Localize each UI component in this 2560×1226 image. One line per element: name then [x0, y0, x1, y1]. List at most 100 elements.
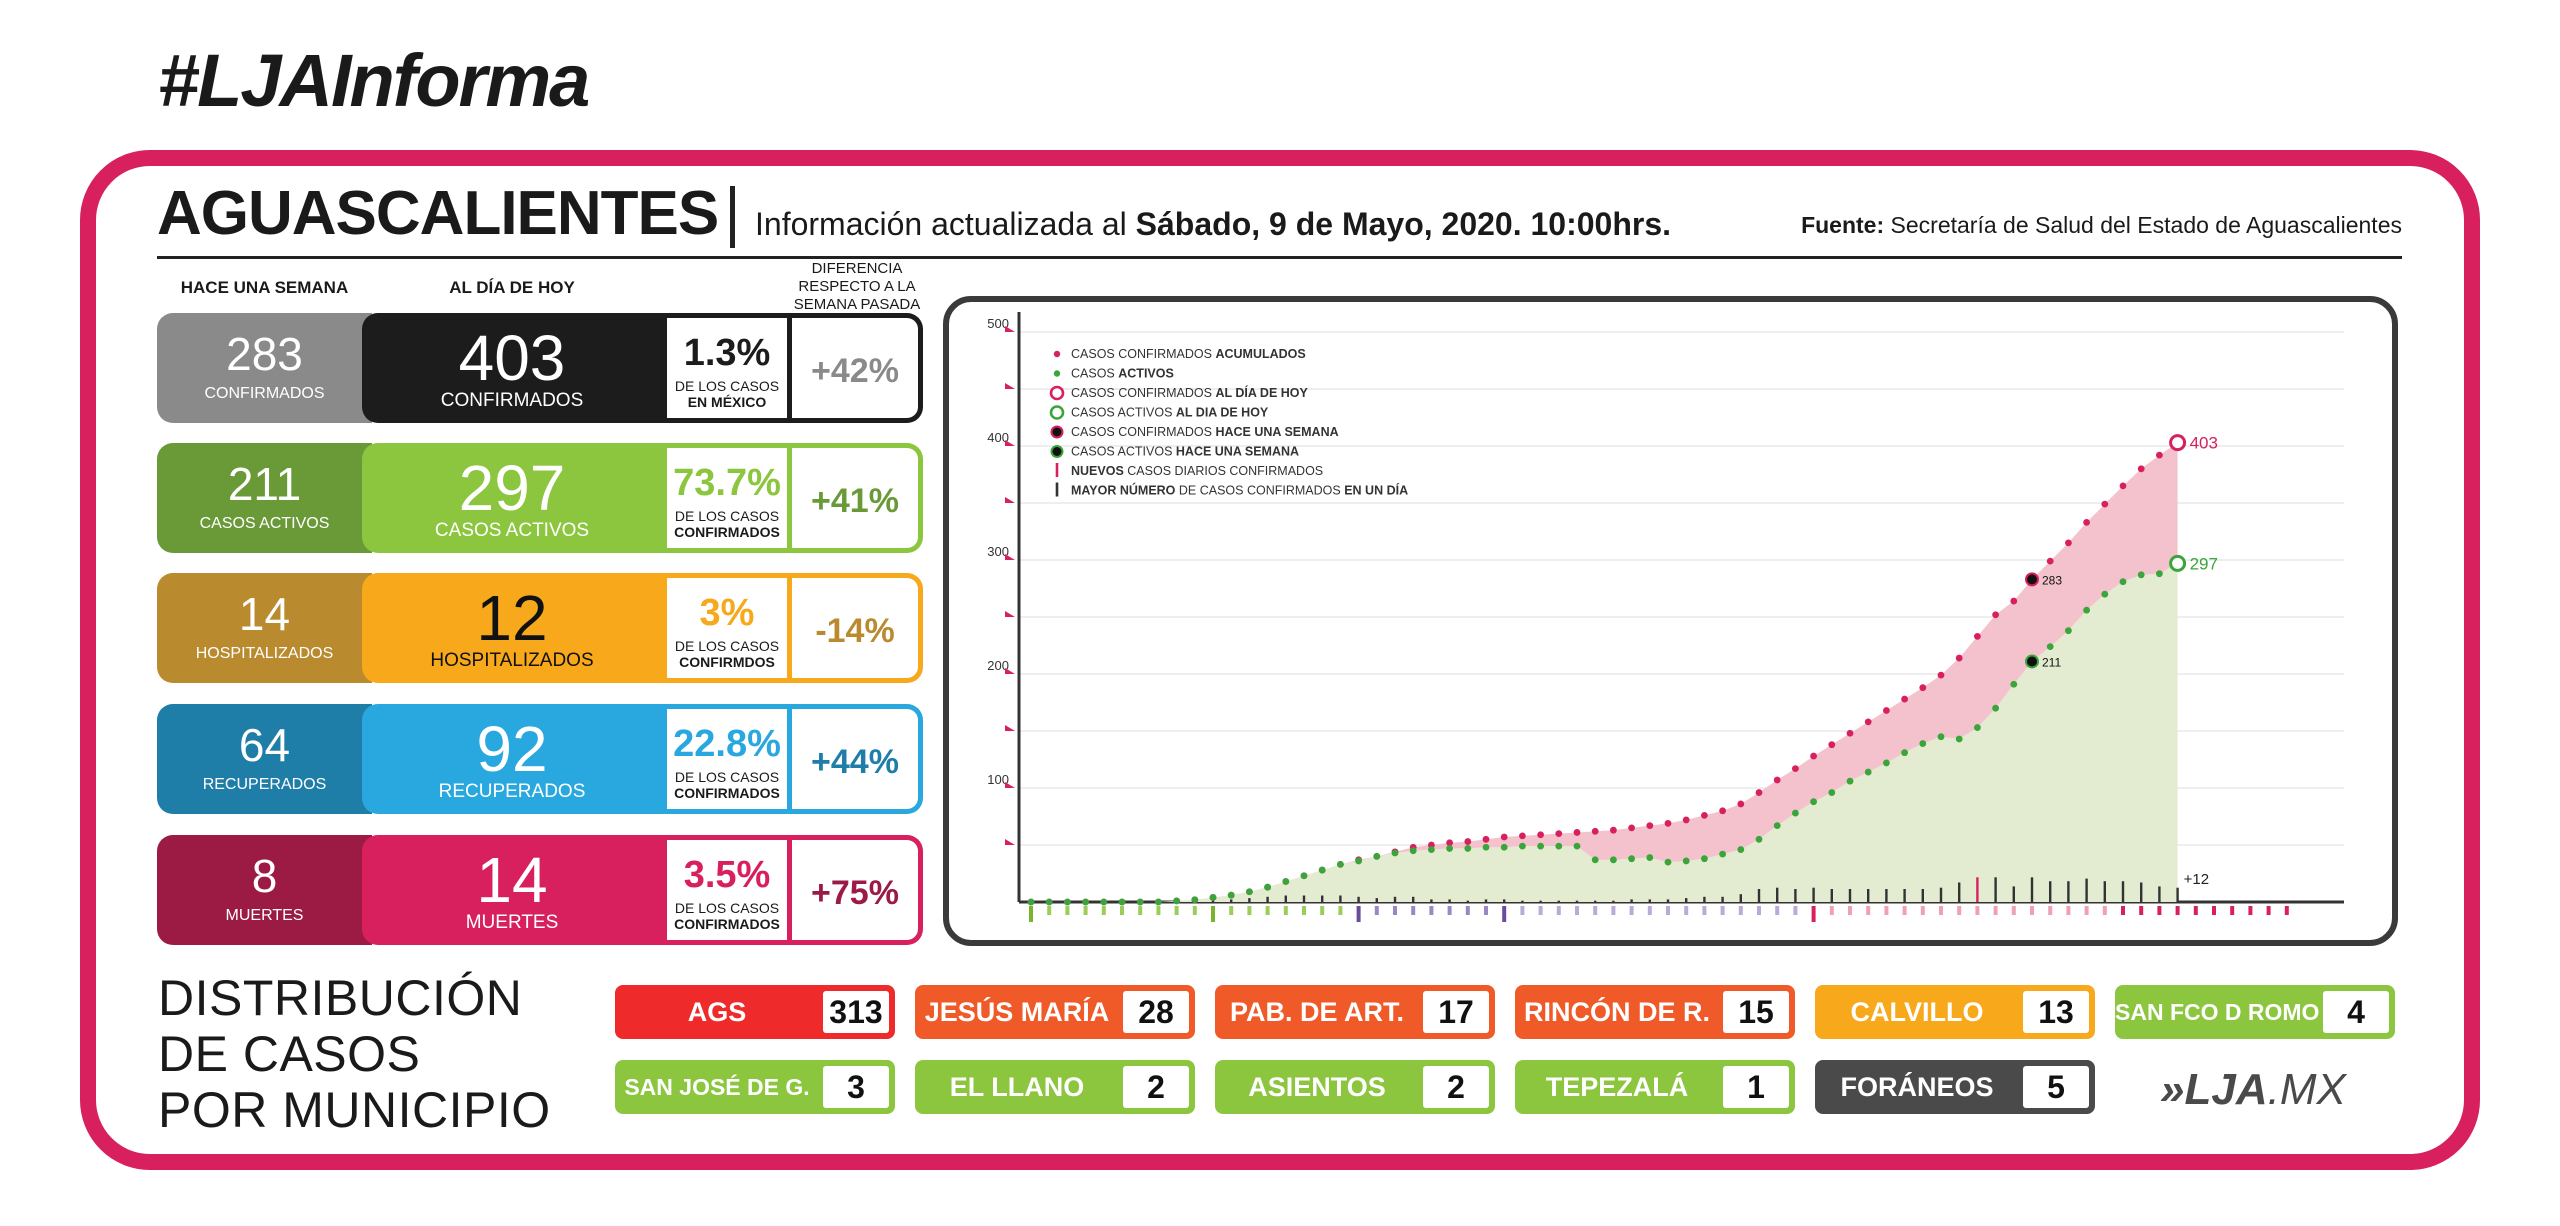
confirmed-point [1919, 684, 1927, 692]
active-point [1792, 809, 1799, 817]
logo-main: LJA [2184, 1065, 2268, 1114]
active-point [1901, 749, 1908, 757]
active-point [2101, 590, 2109, 598]
municipality-name: FORÁNEOS [1840, 1072, 1994, 1102]
active-point [1992, 704, 1999, 712]
municipality-name: SAN FCO D ROMO [2115, 999, 2320, 1025]
confirmed-point [1846, 729, 1854, 737]
active-point [1391, 849, 1399, 857]
municipality-count: 4 [2323, 991, 2389, 1033]
active-point [1318, 866, 1326, 874]
municipality-box: PAB. DE ART. 17 [1215, 985, 1495, 1039]
difference-value: -14% [815, 612, 895, 650]
active-point [1682, 857, 1690, 865]
percentage-label-1: DE LOS CASOS [674, 638, 780, 654]
week-ago-box: 14 HOSPITALIZADOS [157, 573, 372, 683]
logo-suffix: .MX [2267, 1065, 2346, 1114]
confirmed-point [1773, 776, 1781, 784]
municipality-box: EL LLANO 2 [915, 1060, 1195, 1114]
active-point [1555, 842, 1563, 850]
municipality-box: AGS 313 [615, 985, 895, 1039]
today-value: 92 [476, 713, 548, 785]
active-point [1118, 898, 1126, 906]
cases-chart: 100 200 300 400 500 +12 403 297 283 211 CASOS CONF… [987, 312, 2344, 922]
municipality-name: SAN JOSÉ DE G. [624, 1074, 810, 1100]
confirmed-point [1901, 695, 1908, 703]
active-point [1810, 798, 1817, 806]
confirmed-point [1737, 800, 1745, 808]
week-ago-box: 8 MUERTES [157, 835, 372, 945]
stat-row: 14 HOSPITALIZADOS 12 HOSPITALIZADOS 3% DE LOS… [157, 573, 923, 683]
today-label: MUERTES [465, 912, 559, 933]
legend-label: CASOS CONFIRMADOS ACUMULADOS [1071, 347, 1306, 361]
difference-box: +41% [792, 443, 923, 553]
active-point [1100, 898, 1108, 906]
confirmed-point [2046, 557, 2054, 565]
y-tick-marker [1005, 611, 1015, 617]
active-point [1883, 759, 1890, 767]
percentage-label-2: CONFIRMADOS [674, 785, 780, 801]
max-daily-label: +12 [2184, 871, 2209, 888]
legend-black-dot [1050, 425, 1064, 439]
percentage-value: 3% [699, 592, 755, 634]
percentage-label-1: DE LOS CASOS [674, 508, 780, 524]
confirmed-point [2010, 597, 2018, 605]
week-ago-box: 211 CASOS ACTIVOS [157, 443, 372, 553]
active-point [1773, 822, 1781, 830]
distribution-title-line1: DISTRIBUCIÓN [158, 970, 523, 1026]
today-value: 403 [458, 322, 566, 394]
municipality-count: 3 [823, 1066, 889, 1108]
week-ago-label: MUERTES [225, 907, 304, 924]
y-tick-marker [1005, 782, 1015, 788]
week-ago-value: 64 [238, 719, 291, 771]
week-ago-value: 14 [238, 588, 291, 640]
active-point [1082, 898, 1089, 906]
confirmed-point [1992, 611, 1999, 619]
difference-value: +41% [811, 482, 899, 520]
active-point [1828, 789, 1836, 796]
header-separator [730, 186, 735, 248]
confirmed-point [1864, 718, 1872, 726]
source-info: Fuente: Secretaría de Salud del Estado d… [1801, 212, 2402, 239]
municipality-count: 15 [1723, 991, 1789, 1033]
y-tick-label: 500 [987, 316, 1009, 331]
percentage-box: 3.5% DE LOS CASOS CONFIRMADOS [662, 835, 792, 945]
confirmed-point [1719, 807, 1726, 815]
stat-row: 211 CASOS ACTIVOS 297 CASOS ACTIVOS 73.7% DE … [157, 443, 923, 553]
legend-label: CASOS ACTIVOS [1071, 367, 1174, 381]
brand-title: #LJAInforma [158, 39, 590, 122]
column-header-diff-line3: SEMANA PASADA [793, 296, 921, 313]
y-tick-marker [1005, 326, 1015, 332]
percentage-label-2: CONFIRMADOS [674, 916, 780, 932]
today-value: 12 [476, 582, 548, 654]
active-point [1428, 846, 1435, 853]
y-tick-label: 100 [987, 772, 1009, 787]
column-header-today: AL DÍA DE HOY [449, 278, 575, 297]
confirmed-point [1446, 839, 1453, 847]
municipality-name: EL LLANO [949, 1072, 1085, 1102]
confirmed-point [1664, 819, 1672, 827]
confirmed-point [1810, 752, 1817, 760]
stat-row: 283 CONFIRMADOS 403 CONFIRMADOS 1.3% DE LOS C… [157, 313, 923, 423]
active-point [1719, 850, 1726, 858]
today-box: 14 MUERTES [362, 835, 662, 945]
active-point [1227, 891, 1235, 899]
y-tick-marker [1005, 440, 1015, 446]
confirmed-point [1482, 835, 1490, 843]
y-tick-marker [1005, 497, 1015, 503]
week-ago-value: 8 [251, 850, 278, 902]
legend-ring [1049, 405, 1065, 420]
municipality-box: ASIENTOS 2 [1215, 1060, 1495, 1114]
active-point [1755, 835, 1763, 843]
column-header-week: HACE UNA SEMANA [180, 278, 349, 297]
confirmed-point [1974, 632, 1981, 640]
percentage-box: 3% DE LOS CASOS CONFIRMDOS [662, 573, 792, 683]
municipality-count: 313 [823, 991, 889, 1033]
week-ago-box: 283 CONFIRMADOS [157, 313, 372, 423]
legend-label: MAYOR NÚMERO DE CASOS CONFIRMADOS EN UN … [1071, 483, 1408, 498]
confirmed-point [1955, 654, 1963, 662]
today-label: HOSPITALIZADOS [430, 650, 594, 671]
confirmed-point [1646, 822, 1654, 830]
percentage-label-1: DE LOS CASOS [674, 769, 780, 785]
column-header-diff-line1: DIFERENCIA [811, 260, 903, 277]
